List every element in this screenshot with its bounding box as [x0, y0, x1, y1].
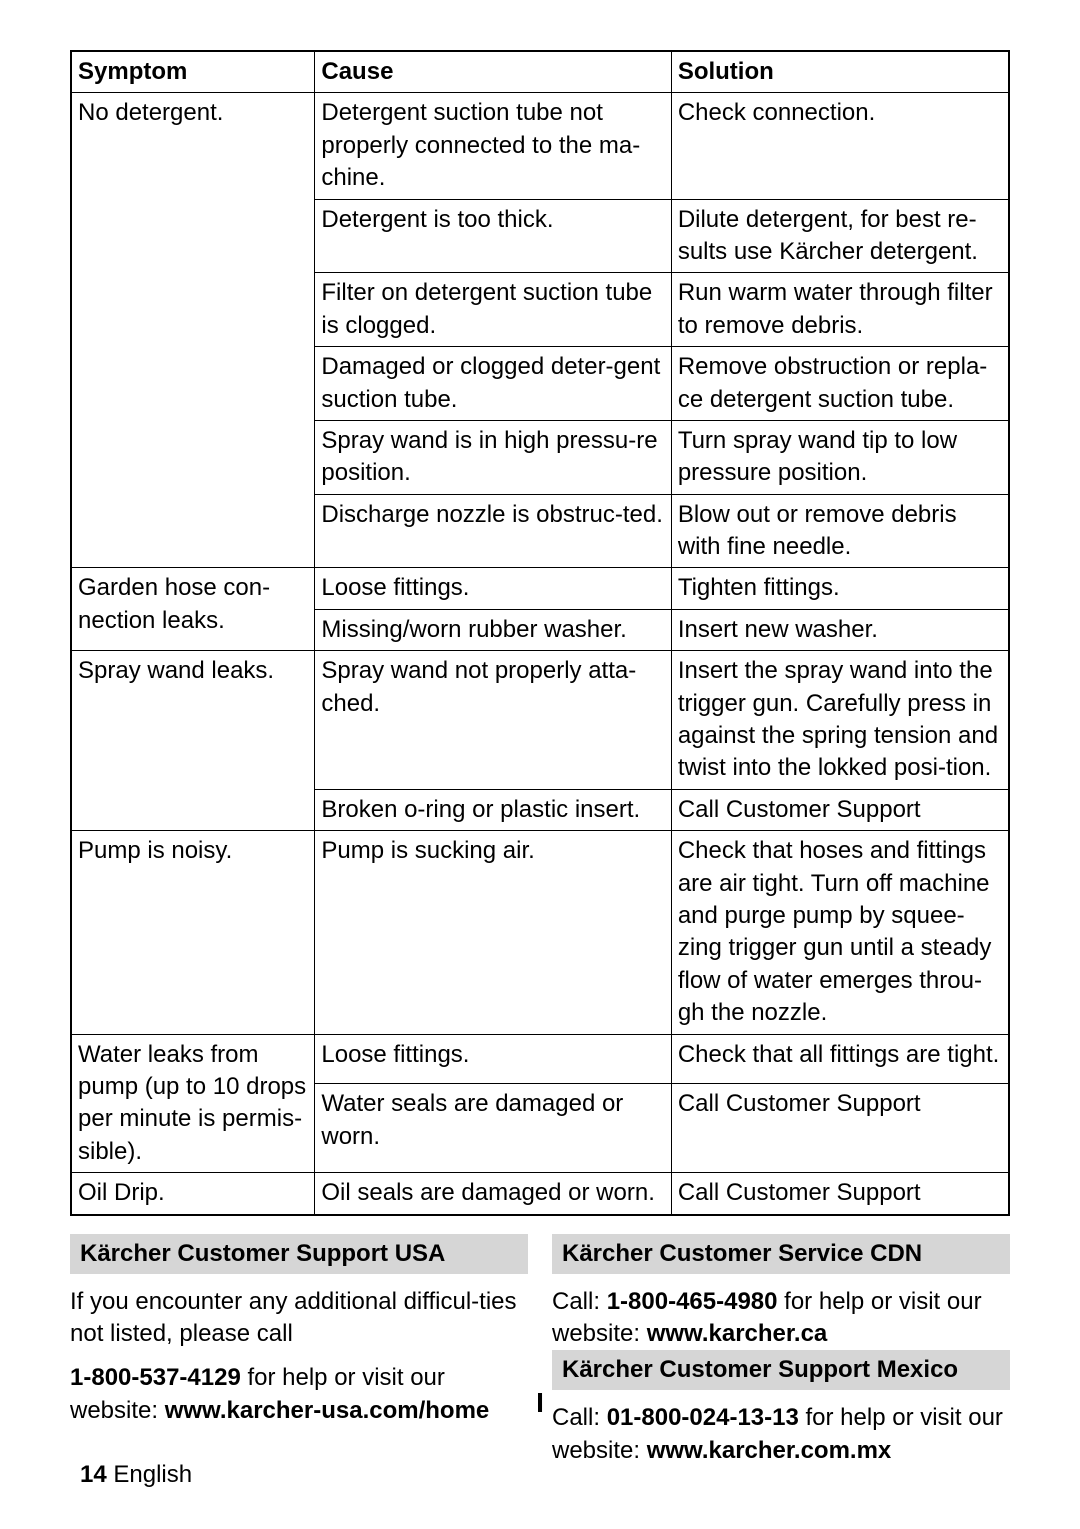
table-row: Water leaks from pump (up to 10 drops pe…	[71, 1034, 1009, 1084]
page-number: 14	[80, 1461, 107, 1488]
cell-solution: Call Customer Support	[671, 789, 1009, 830]
support-mex-heading: Kärcher Customer Support Mexico	[552, 1350, 1010, 1390]
cell-solution: Check that hoses and fittings are air ti…	[671, 831, 1009, 1034]
support-cdn-pre: Call:	[552, 1288, 607, 1315]
support-usa-phone: 1-800-537-4129	[70, 1364, 241, 1391]
support-mex-phone: 01-800-024-13-13	[607, 1404, 799, 1431]
support-cdn-body: Call: 1-800-465-4980 for help or visit o…	[552, 1286, 1010, 1351]
cell-cause: Broken o-ring or plastic insert.	[315, 789, 671, 830]
support-mex-site: www.karcher.com.mx	[647, 1437, 892, 1464]
support-column-left: Kärcher Customer Support USA If you enco…	[70, 1234, 528, 1468]
cell-symptom: Oil Drip.	[71, 1173, 315, 1215]
cell-symptom: Pump is noisy.	[71, 831, 315, 1034]
cell-solution: Turn spray wand tip to low pressure posi…	[671, 420, 1009, 494]
table-row: Spray wand leaks.Spray wand not properly…	[71, 651, 1009, 790]
page-lang: English	[113, 1461, 192, 1488]
cell-cause: Loose fittings.	[315, 1034, 671, 1084]
cell-solution: Call Customer Support	[671, 1173, 1009, 1215]
cell-solution: Tighten fittings.	[671, 568, 1009, 609]
cell-solution: Run warm water through filter to remove …	[671, 273, 1009, 347]
support-usa-body: If you encounter any additional difficul…	[70, 1286, 528, 1428]
table-row: Oil Drip.Oil seals are damaged or worn.C…	[71, 1173, 1009, 1215]
cell-symptom: Garden hose con-nection leaks.	[71, 568, 315, 651]
cell-cause: Filter on detergent suction tube is clog…	[315, 273, 671, 347]
cell-symptom: Spray wand leaks.	[71, 651, 315, 831]
cell-solution: Call Customer Support	[671, 1084, 1009, 1173]
col-header-cause: Cause	[315, 51, 671, 93]
support-cdn-heading: Kärcher Customer Service CDN	[552, 1234, 1010, 1274]
support-usa-site: www.karcher-usa.com/home	[165, 1397, 490, 1424]
col-header-symptom: Symptom	[71, 51, 315, 93]
support-usa-pre: If you encounter any additional difficul…	[70, 1288, 517, 1347]
support-cdn-site: www.karcher.ca	[647, 1320, 828, 1347]
cell-solution: Insert the spray wand into the trigger g…	[671, 651, 1009, 790]
support-usa-heading: Kärcher Customer Support USA	[70, 1234, 528, 1274]
cell-solution: Remove obstruction or repla-ce detergent…	[671, 347, 1009, 421]
cell-solution: Check connection.	[671, 93, 1009, 199]
cell-solution: Insert new washer.	[671, 609, 1009, 650]
support-cdn-phone: 1-800-465-4980	[607, 1288, 778, 1315]
cell-cause: Spray wand not properly atta-ched.	[315, 651, 671, 790]
cell-solution: Blow out or remove debris with fine need…	[671, 494, 1009, 568]
cell-cause: Damaged or clogged deter-gent suction tu…	[315, 347, 671, 421]
cell-cause: Missing/worn rubber washer.	[315, 609, 671, 650]
support-mex-body: Call: 01-800-024-13-13 for help or visit…	[552, 1402, 1010, 1467]
table-row: No detergent.Detergent suction tube not …	[71, 93, 1009, 199]
table-row: Pump is noisy.Pump is sucking air.Check …	[71, 831, 1009, 1034]
troubleshooting-table: Symptom Cause Solution No detergent.Dete…	[70, 50, 1010, 1216]
cell-cause: Detergent is too thick.	[315, 199, 671, 273]
page-footer: 14 English	[80, 1461, 192, 1489]
cell-symptom: No detergent.	[71, 93, 315, 568]
support-sections: Kärcher Customer Support USA If you enco…	[70, 1234, 1010, 1468]
cell-cause: Discharge nozzle is obstruc-ted.	[315, 494, 671, 568]
support-column-right: Kärcher Customer Service CDN Call: 1-800…	[552, 1234, 1010, 1468]
cell-cause: Loose fittings.	[315, 568, 671, 609]
cell-symptom: Water leaks from pump (up to 10 drops pe…	[71, 1034, 315, 1173]
center-mark: I	[536, 1387, 544, 1419]
cell-solution: Dilute detergent, for best re-sults use …	[671, 199, 1009, 273]
table-row: Garden hose con-nection leaks.Loose fitt…	[71, 568, 1009, 609]
cell-cause: Detergent suction tube not properly conn…	[315, 93, 671, 199]
cell-cause: Oil seals are damaged or worn.	[315, 1173, 671, 1215]
cell-cause: Spray wand is in high pressu-re position…	[315, 420, 671, 494]
cell-cause: Pump is sucking air.	[315, 831, 671, 1034]
cell-solution: Check that all fittings are tight.	[671, 1034, 1009, 1084]
support-mex-pre: Call:	[552, 1404, 607, 1431]
col-header-solution: Solution	[671, 51, 1009, 93]
cell-cause: Water seals are damaged or worn.	[315, 1084, 671, 1173]
